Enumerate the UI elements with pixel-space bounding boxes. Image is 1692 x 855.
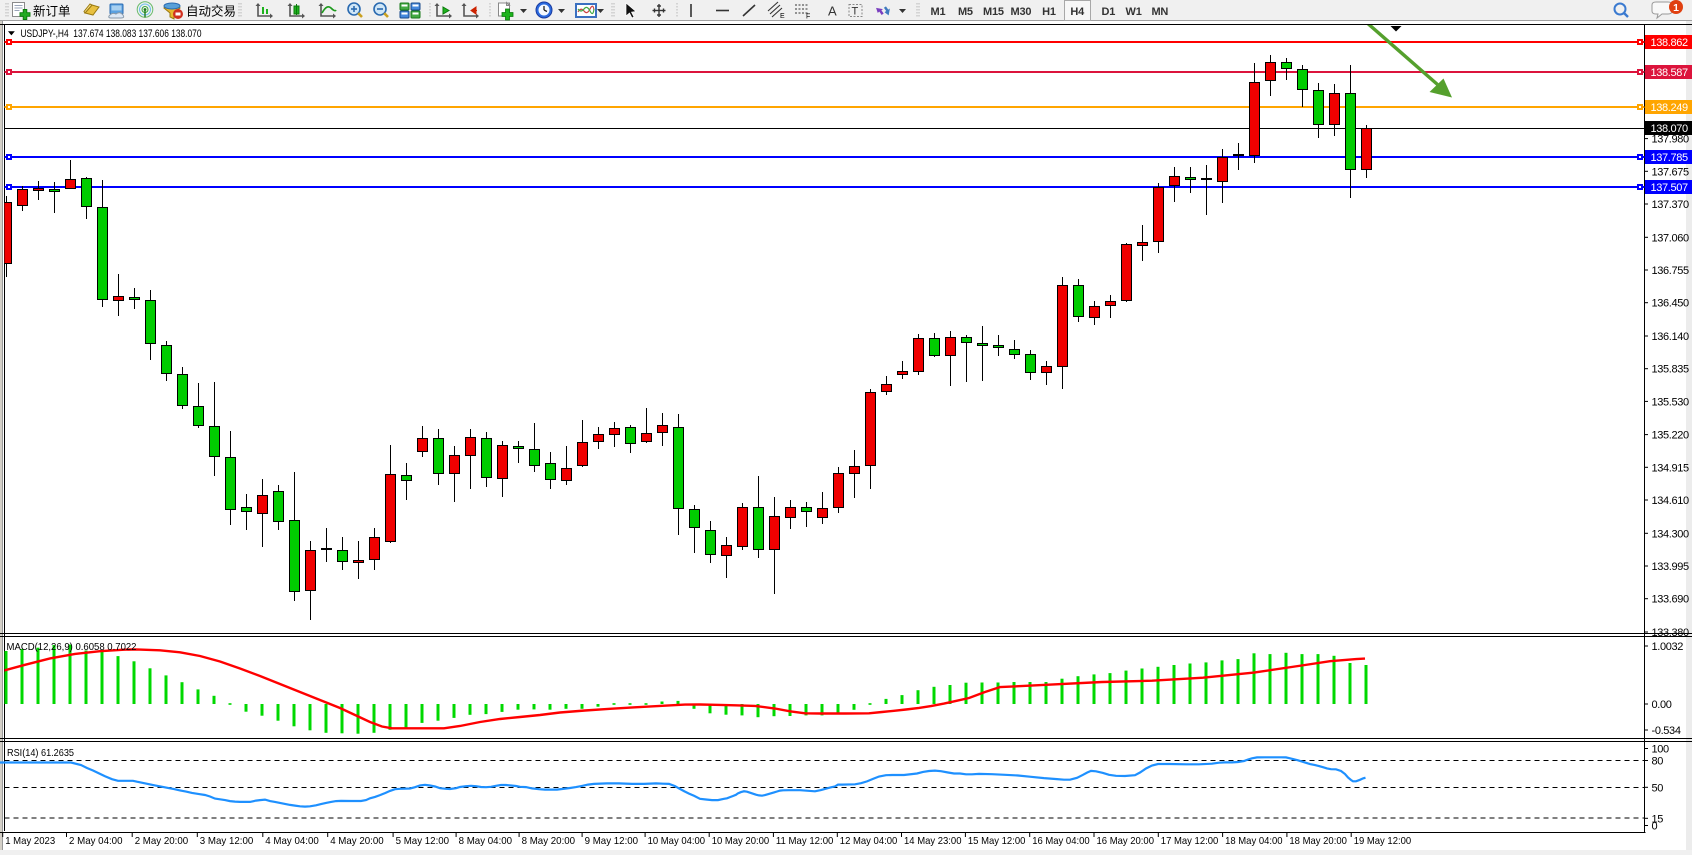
- svg-text:50: 50: [1652, 782, 1664, 794]
- svg-text:135.220: 135.220: [1652, 430, 1690, 442]
- svg-text:137.507: 137.507: [1651, 182, 1689, 194]
- svg-text:134.300: 134.300: [1652, 528, 1690, 540]
- svg-text:1.0032: 1.0032: [1652, 641, 1684, 653]
- svg-text:133.995: 133.995: [1652, 561, 1690, 573]
- svg-text:M5: M5: [958, 6, 973, 18]
- svg-text:134.915: 134.915: [1652, 462, 1690, 474]
- svg-text:19 May 12:00: 19 May 12:00: [1354, 836, 1412, 847]
- svg-text:H4: H4: [1070, 6, 1085, 18]
- svg-text:80: 80: [1652, 756, 1664, 768]
- svg-text:137.785: 137.785: [1651, 152, 1689, 164]
- svg-text:M1: M1: [931, 6, 946, 18]
- svg-text:H1: H1: [1042, 6, 1056, 18]
- svg-text:RSI(14) 61.2635: RSI(14) 61.2635: [7, 748, 74, 759]
- svg-text:15 May 12:00: 15 May 12:00: [968, 836, 1026, 847]
- svg-text:133.380: 133.380: [1652, 627, 1690, 639]
- svg-text:D1: D1: [1101, 6, 1115, 18]
- svg-text:4 May 20:00: 4 May 20:00: [330, 836, 384, 847]
- svg-text:3 May 12:00: 3 May 12:00: [200, 836, 254, 847]
- svg-text:1 May 2023: 1 May 2023: [5, 836, 55, 847]
- svg-text:自动交易: 自动交易: [186, 4, 236, 19]
- svg-text:15: 15: [1652, 813, 1664, 825]
- svg-text:8 May 04:00: 8 May 04:00: [459, 836, 513, 847]
- svg-text:136.755: 136.755: [1652, 265, 1690, 277]
- svg-text:MACD(12,26,9) 0.6058 0.7022: MACD(12,26,9) 0.6058 0.7022: [7, 642, 137, 653]
- svg-text:2 May 20:00: 2 May 20:00: [135, 836, 189, 847]
- svg-text:-0.534: -0.534: [1652, 725, 1681, 737]
- svg-text:T: T: [852, 6, 859, 18]
- svg-text:17 May 12:00: 17 May 12:00: [1161, 836, 1219, 847]
- svg-text:138.249: 138.249: [1651, 102, 1689, 114]
- svg-text:133.690: 133.690: [1652, 594, 1690, 606]
- svg-text:137.370: 137.370: [1652, 199, 1690, 211]
- svg-text:137.060: 137.060: [1652, 232, 1690, 244]
- svg-text:135.835: 135.835: [1652, 364, 1690, 376]
- svg-text:136.140: 136.140: [1652, 331, 1690, 343]
- svg-text:USDJPY-,H4 137.674 138.083 13: USDJPY-,H4 137.674 138.083 137.606 138.0…: [21, 28, 202, 40]
- svg-text:F: F: [806, 14, 810, 21]
- svg-text:新订单: 新订单: [33, 4, 71, 19]
- svg-text:135.530: 135.530: [1652, 396, 1690, 408]
- svg-text:16 May 20:00: 16 May 20:00: [1097, 836, 1155, 847]
- svg-text:M15: M15: [983, 6, 1004, 18]
- svg-text:136.450: 136.450: [1652, 298, 1690, 310]
- svg-text:5 May 12:00: 5 May 12:00: [396, 836, 450, 847]
- svg-text:138.862: 138.862: [1651, 37, 1689, 49]
- svg-text:18 May 20:00: 18 May 20:00: [1289, 836, 1347, 847]
- svg-text:0.00: 0.00: [1652, 699, 1672, 711]
- svg-text:134.610: 134.610: [1652, 495, 1690, 507]
- svg-text:137.675: 137.675: [1652, 166, 1690, 178]
- svg-text:W1: W1: [1126, 6, 1142, 18]
- svg-text:12 May 04:00: 12 May 04:00: [840, 836, 898, 847]
- svg-text:10 May 04:00: 10 May 04:00: [648, 836, 706, 847]
- svg-text:4 May 04:00: 4 May 04:00: [265, 836, 319, 847]
- svg-text:14 May 23:00: 14 May 23:00: [904, 836, 962, 847]
- svg-text:A: A: [828, 4, 837, 19]
- svg-text:138.070: 138.070: [1651, 123, 1689, 135]
- svg-text:9 May 12:00: 9 May 12:00: [585, 836, 639, 847]
- svg-text:E: E: [780, 13, 785, 20]
- svg-text:137.980: 137.980: [1652, 134, 1690, 146]
- svg-text:8 May 20:00: 8 May 20:00: [522, 836, 576, 847]
- svg-text:100: 100: [1652, 744, 1670, 756]
- svg-text:11 May 12:00: 11 May 12:00: [776, 836, 834, 847]
- svg-text:1: 1: [1673, 2, 1679, 14]
- svg-text:2 May 04:00: 2 May 04:00: [69, 836, 123, 847]
- svg-text:0: 0: [1652, 821, 1658, 833]
- svg-text:16 May 04:00: 16 May 04:00: [1032, 836, 1090, 847]
- svg-text:MN: MN: [1151, 6, 1168, 18]
- svg-text:138.587: 138.587: [1651, 67, 1689, 79]
- svg-text:18 May 04:00: 18 May 04:00: [1225, 836, 1283, 847]
- svg-text:M30: M30: [1010, 6, 1031, 18]
- svg-text:10 May 20:00: 10 May 20:00: [712, 836, 770, 847]
